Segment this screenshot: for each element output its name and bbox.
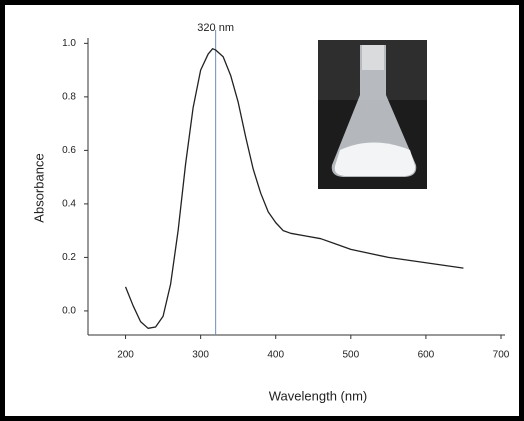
x-tick-label: 600 (418, 350, 435, 361)
y-tick-label: 0.4 (62, 199, 76, 210)
y-tick-label: 0.6 (62, 145, 76, 156)
y-axis-label: Absorbance (31, 153, 46, 222)
spectrum-line (124, 48, 464, 329)
x-tick-label: 700 (493, 350, 510, 361)
x-tick-label: 400 (267, 350, 284, 361)
annotation-label: 320 nm (197, 22, 234, 34)
x-axis-label: Wavelength (nm) (269, 388, 368, 403)
y-tick-label: 1.0 (62, 38, 76, 49)
x-tick-label: 300 (192, 350, 209, 361)
inset-photo (318, 40, 427, 189)
y-tick-label: 0.2 (62, 252, 76, 263)
y-tick-label: 0.8 (62, 92, 76, 103)
x-tick-label: 200 (117, 350, 134, 361)
x-tick-label: 500 (342, 350, 359, 361)
y-tick-label: 0.0 (62, 306, 76, 317)
